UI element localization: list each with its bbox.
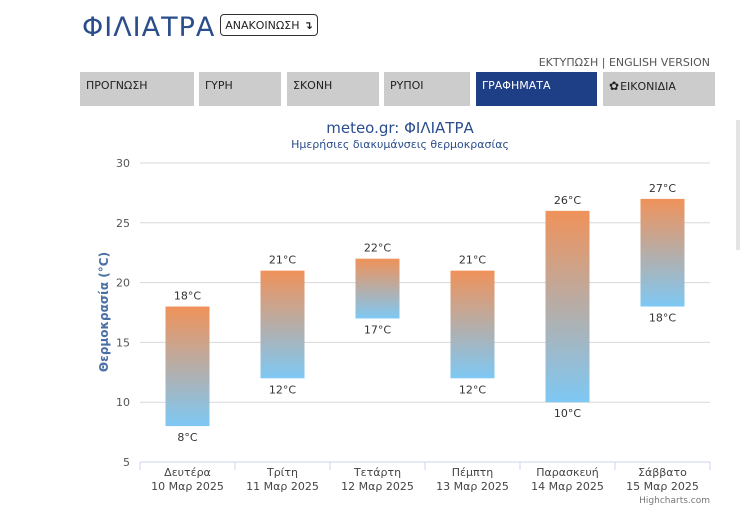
scroll-edge	[736, 120, 740, 250]
x-tick-day-label: Παρασκευή	[536, 466, 599, 479]
high-temp-label: 18°C	[174, 290, 201, 303]
y-tick-label: 20	[116, 277, 130, 290]
page-title: ΦΙΛΙΑΤΡΑ	[82, 12, 216, 43]
print-link[interactable]: ΕΚΤΥΠΩΣΗ	[538, 56, 599, 69]
temperature-range-bar	[640, 198, 685, 307]
tab-label: ΣΚΟΝΗ	[293, 79, 333, 92]
tab-pollen[interactable]: ΓΥΡΗ	[199, 72, 281, 106]
y-axis-ticks: 5 10 15 20 25 30	[116, 157, 130, 469]
y-tick-label: 25	[116, 217, 130, 230]
tab-label: ΕΙΚΟΝΙΔΙΑ	[620, 80, 676, 93]
tab-forecast[interactable]: ΠΡΟΓΝΩΣΗ	[80, 72, 194, 106]
low-temp-label: 8°C	[177, 431, 197, 444]
tab-label: ΓΡΑΦΗΜΑΤΑ	[482, 79, 551, 92]
high-temp-label: 21°C	[269, 254, 296, 267]
temperature-range-bar	[165, 306, 210, 427]
announcement-label: ΑΝΑΚΟΙΝΩΣΗ	[225, 18, 300, 32]
x-tick-date-label: 13 Μαρ 2025	[436, 480, 509, 493]
top-links: ΕΚΤΥΠΩΣΗ | ENGLISH VERSION	[539, 56, 710, 69]
temperature-range-bar	[260, 270, 305, 379]
x-tick-day-label: Δευτέρα	[164, 466, 211, 479]
y-tick-label: 10	[116, 396, 130, 409]
announcement-button[interactable]: ΑΝΑΚΟΙΝΩΣΗ ↴	[220, 14, 318, 36]
temperature-range-bar	[545, 210, 590, 403]
x-tick-date-label: 14 Μαρ 2025	[531, 480, 604, 493]
x-tick-day-label: Τετάρτη	[353, 466, 401, 479]
chart-credits[interactable]: Highcharts.com	[639, 496, 710, 506]
chart-title: meteo.gr: ΦΙΛΙΑΤΡΑ	[326, 119, 474, 137]
arrow-down-icon: ↴	[303, 18, 313, 32]
low-temp-label: 10°C	[554, 407, 581, 420]
link-separator: |	[598, 56, 609, 69]
low-temp-label: 18°C	[649, 312, 676, 325]
x-tick-date-label: 10 Μαρ 2025	[151, 480, 224, 493]
x-tick-day-label: Σάββατο	[638, 466, 687, 479]
tab-charts[interactable]: ΓΡΑΦΗΜΑΤΑ	[476, 72, 597, 106]
tab-label: ΡΥΠΟΙ	[390, 79, 424, 92]
low-temp-label: 17°C	[364, 323, 391, 336]
x-tick-day-label: Τρίτη	[266, 466, 298, 479]
chart-subtitle: Ημερήσιες διακυμάνσεις θερμοκρασίας	[291, 138, 509, 151]
temperature-range-bar	[355, 258, 400, 319]
high-temp-label: 22°C	[364, 242, 391, 255]
tab-label: ΓΥΡΗ	[205, 79, 233, 92]
x-tick-day-label: Πέμπτη	[452, 466, 493, 479]
x-tick-date-label: 12 Μαρ 2025	[341, 480, 414, 493]
gridlines	[140, 162, 710, 463]
low-temp-label: 12°C	[459, 383, 486, 396]
gear-icon: ✿	[609, 79, 620, 93]
high-temp-label: 27°C	[649, 182, 676, 195]
high-temp-label: 26°C	[554, 194, 581, 207]
low-temp-label: 12°C	[269, 383, 296, 396]
tab-dust[interactable]: ΣΚΟΝΗ	[287, 72, 379, 106]
x-tick-date-label: 15 Μαρ 2025	[626, 480, 699, 493]
x-tick-date-label: 11 Μαρ 2025	[246, 480, 319, 493]
english-version-link[interactable]: ENGLISH VERSION	[608, 56, 710, 69]
y-tick-label: 15	[116, 336, 130, 349]
bars: 18°C 8°C 21°C 12°C 22°C 17°C 21°C 12°C 26°C 10°C 2…	[165, 182, 685, 444]
y-axis-title: Θερμοκρασία (°C)	[97, 252, 111, 372]
tab-icons[interactable]: ✿ΕΙΚΟΝΙΔΙΑ	[603, 72, 715, 106]
temperature-range-bar	[450, 270, 495, 379]
y-tick-label: 5	[123, 456, 130, 469]
y-tick-label: 30	[116, 157, 130, 170]
high-temp-label: 21°C	[459, 254, 486, 267]
tab-label: ΠΡΟΓΝΩΣΗ	[86, 79, 148, 92]
tab-pollutants[interactable]: ΡΥΠΟΙ	[384, 72, 470, 106]
